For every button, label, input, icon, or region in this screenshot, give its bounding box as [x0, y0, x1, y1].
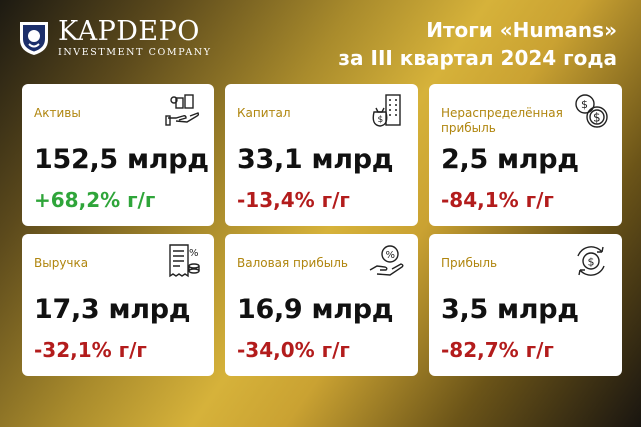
card-label: Валовая прибыль [237, 256, 348, 270]
card-retained-earnings: Нераспределённая прибыль $ $ 2,5 млрд -8… [429, 84, 622, 226]
title-line-1: Итоги «Humans» [426, 18, 617, 42]
card-value: 16,9 млрд [237, 294, 394, 325]
svg-text:$: $ [593, 111, 601, 125]
company-logo: KAPDEPO INVESTMENT COMPANY [18, 18, 212, 59]
brand-name: KAPDEPO [58, 16, 200, 47]
svg-text:$: $ [581, 98, 588, 111]
page-title: Итоги «Humans» за III квартал 2024 года [338, 16, 617, 72]
dollar-cycle-icon: $ [577, 246, 605, 276]
title-line-2: за III квартал 2024 года [338, 46, 617, 70]
card-label: Капитал [237, 106, 291, 120]
card-value: 152,5 млрд [34, 144, 209, 175]
card-value: 2,5 млрд [441, 144, 579, 175]
brand-subtitle: INVESTMENT COMPANY [58, 47, 212, 58]
card-change: +68,2% г/г [34, 188, 156, 212]
card-label: Выручка [34, 256, 89, 270]
card-label: Нераспределённая прибыль [441, 106, 563, 135]
metrics-grid: Активы 152,5 млрд +68,2% г/г Капитал $ 3… [22, 84, 622, 376]
card-profit: Прибыль $ 3,5 млрд -82,7% г/г [429, 234, 622, 376]
hand-coin-percent-icon: % [369, 245, 404, 276]
card-change: -32,1% г/г [34, 338, 147, 362]
card-assets: Активы 152,5 млрд +68,2% г/г [22, 84, 214, 226]
assets-hand-icon [165, 94, 200, 126]
card-change: -82,7% г/г [441, 338, 554, 362]
card-gross-profit: Валовая прибыль % 16,9 млрд -34,0% г/г [225, 234, 418, 376]
card-label: Прибыль [441, 256, 498, 270]
svg-text:$: $ [378, 115, 384, 125]
money-bag-building-icon: $ [372, 94, 401, 127]
svg-text:$: $ [588, 256, 595, 269]
card-label: Активы [34, 106, 81, 120]
card-change: -34,0% г/г [237, 338, 350, 362]
svg-text:%: % [386, 250, 396, 261]
card-value: 3,5 млрд [441, 294, 579, 325]
card-value: 33,1 млрд [237, 144, 394, 175]
coins-stack-icon: $ $ [575, 94, 608, 128]
card-change: -84,1% г/г [441, 188, 554, 212]
logo-emblem-icon [20, 22, 48, 55]
card-value: 17,3 млрд [34, 294, 191, 325]
card-capital: Капитал $ 33,1 млрд -13,4% г/г [225, 84, 418, 226]
svg-text:%: % [189, 248, 199, 259]
receipt-percent-icon: % [169, 244, 200, 278]
card-revenue: Выручка % 17,3 млрд -32,1% г/г [22, 234, 214, 376]
card-change: -13,4% г/г [237, 188, 350, 212]
